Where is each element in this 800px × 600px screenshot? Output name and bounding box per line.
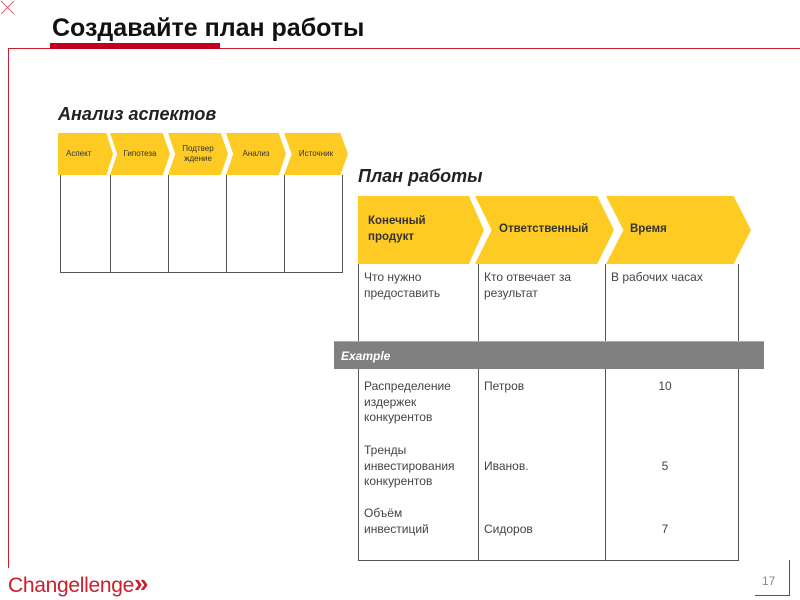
title-underline — [50, 43, 220, 49]
frame-top-line — [8, 48, 800, 49]
close-x-icon — [0, 0, 15, 15]
plan-heading: План работы — [358, 166, 483, 186]
changellenge-logo: Changellenge» — [8, 568, 149, 598]
desc-owner: Кто отвечает за результат — [484, 270, 571, 300]
desc-time: В рабочих часах — [611, 270, 703, 284]
plan-col-time: Время — [606, 196, 751, 264]
frame-left-line — [8, 48, 9, 568]
aspect-col-0: Аспект — [58, 133, 113, 175]
double-chevron-icon: » — [134, 568, 149, 598]
plan-col-owner: Ответственный — [475, 196, 614, 264]
plan-col-product: Конечный продукт — [358, 196, 484, 264]
desc-product: Что нужно предоставить — [364, 270, 441, 300]
aspect-col-3: Анализ — [226, 133, 286, 175]
aspect-col-4: Источник — [284, 133, 348, 175]
frame-corner-h — [755, 595, 790, 596]
page-number: 17 — [762, 574, 776, 588]
aspect-col-2: Подтвер ждение — [168, 133, 228, 175]
frame-corner-v — [789, 560, 790, 596]
page-title: Создавайте план работы — [52, 14, 365, 42]
aspects-heading: Анализ аспектов — [58, 104, 217, 124]
example-bar: Example — [334, 341, 764, 369]
aspect-col-1: Гипотеза — [110, 133, 170, 175]
